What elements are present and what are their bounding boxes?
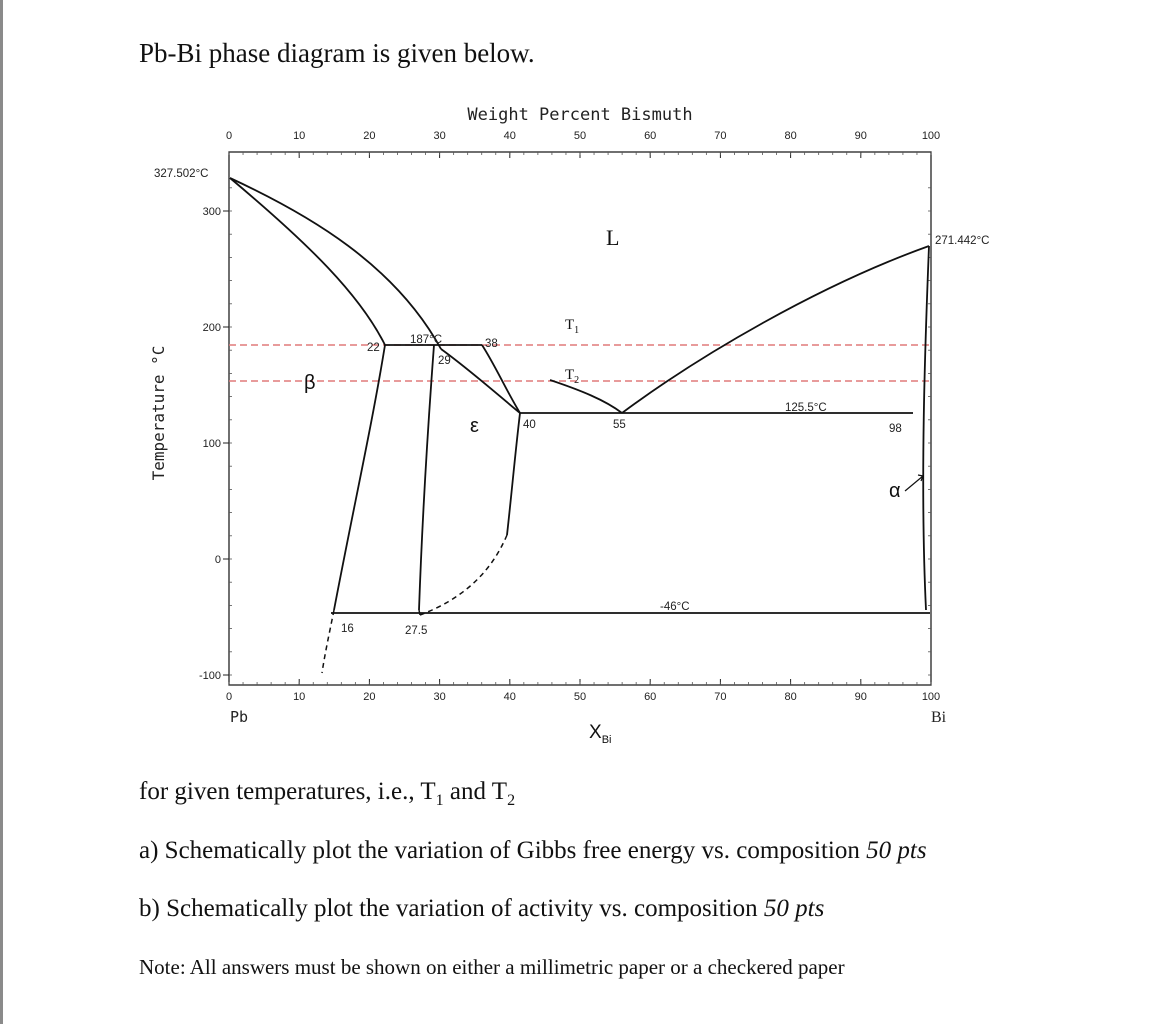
bottom-tick-label: 60	[644, 691, 656, 703]
epsilon-right-dashed	[419, 534, 508, 616]
t2-label: T2	[565, 367, 579, 386]
top-tick-label: 20	[363, 130, 375, 142]
alpha-solvus-curve	[922, 245, 930, 611]
x-axis-title: XBi	[589, 722, 611, 746]
top-tick-label: 30	[433, 130, 445, 142]
top-tick-label: 80	[784, 130, 796, 142]
y-tick-label: 300	[203, 206, 221, 218]
beta-liquidus-curve	[229, 177, 442, 350]
liquidus-to-eutectic	[549, 379, 623, 414]
y-tick-label: 0	[215, 554, 221, 566]
bottom-tick-label: 20	[363, 691, 375, 703]
epsilon-right-upper	[506, 412, 521, 536]
top-tick-label: 90	[855, 130, 867, 142]
bottom-tick-label: 40	[504, 691, 516, 703]
top-tick-label: 10	[293, 130, 305, 142]
question-line-1: for given temperatures, i.e., T1 and T2	[139, 778, 516, 809]
bottom-tick-label: 90	[855, 691, 867, 703]
bottom-tick-label: 70	[714, 691, 726, 703]
phase-diagram: 0 10 20 30 40 50 60 70 80 90 100 0 10 20 30 40 50 60 70 80…	[140, 95, 1020, 755]
top-tick-label: 40	[504, 130, 516, 142]
beta-solidus-curve	[229, 177, 386, 346]
question-note: Note: All answers must be shown on eithe…	[139, 955, 845, 979]
eutectic-temp-label: 125.5°C	[785, 402, 827, 414]
bottom-tick-label: 100	[922, 691, 940, 703]
bottom-tick-label: 10	[293, 691, 305, 703]
phase-diagram-svg: 0 10 20 30 40 50 60 70 80 90 100 0 10 20 30 40 50 60 70 80…	[149, 105, 989, 746]
phase-alpha-label: α	[889, 480, 901, 502]
pb-element-label: Pb	[230, 708, 248, 726]
top-tick-label: 70	[714, 130, 726, 142]
top-axis: 0 10 20 30 40 50 60 70 80 90 100	[226, 130, 940, 158]
phase-beta-label: β	[304, 372, 316, 394]
top-axis-title: Weight Percent Bismuth	[467, 105, 692, 125]
bottom-tick-label: 80	[784, 691, 796, 703]
top-tick-label: 0	[226, 130, 232, 142]
bottom-axis: 0 10 20 30 40 50 60 70 80 90 100	[226, 679, 940, 703]
top-tick-label: 50	[574, 130, 586, 142]
epsilon-left-dashed	[418, 609, 421, 616]
bottom-tick-label: 50	[574, 691, 586, 703]
bottom-tick-label: 30	[433, 691, 445, 703]
y-tick-label: 100	[203, 438, 221, 450]
eutectoid-temp-label: -46°C	[660, 601, 690, 613]
question-part-b: b) Schematically plot the variation of a…	[139, 895, 825, 922]
epsilon-solvus-upper	[481, 344, 521, 414]
bi-element-label: Bi	[931, 709, 947, 726]
comp-16-label: 16	[341, 623, 354, 635]
question-part-a: a) Schematically plot the variation of G…	[139, 837, 927, 864]
epsilon-left-upper	[418, 344, 435, 611]
comp-98-label: 98	[889, 423, 902, 435]
beta-boundary-dashed	[321, 609, 335, 674]
peritectic-temp-label: 187°C	[410, 334, 442, 346]
comp-38-label: 38	[485, 338, 498, 350]
comp-27-5-label: 27.5	[405, 625, 427, 637]
bi-liquidus-curve	[621, 245, 930, 414]
left-border	[0, 0, 3, 1024]
beta-boundary-upper	[333, 344, 386, 611]
intro-text: Pb-Bi phase diagram is given below.	[139, 38, 535, 68]
top-tick-label: 100	[922, 130, 940, 142]
comp-29-label: 29	[438, 355, 451, 367]
pb-melting-label: 327.502°C	[154, 168, 208, 180]
y-axis: 300 200 100 0 -100	[199, 187, 931, 682]
alpha-pointer	[904, 474, 924, 492]
bottom-tick-label: 0	[226, 691, 232, 703]
y-tick-label: 200	[203, 322, 221, 334]
y-axis-title: Temperature °C	[149, 346, 168, 481]
top-tick-label: 60	[644, 130, 656, 142]
phase-liquid-label: L	[606, 225, 619, 250]
bi-melting-label: 271.442°C	[935, 235, 989, 247]
comp-55-label: 55	[613, 419, 626, 431]
comp-40-label: 40	[523, 419, 536, 431]
y-tick-label: -100	[199, 670, 221, 682]
comp-22-label: 22	[367, 342, 380, 354]
epsilon-liquidus-curve	[440, 348, 521, 414]
phase-epsilon-label: ε	[470, 415, 479, 437]
t1-label: T1	[565, 317, 579, 336]
